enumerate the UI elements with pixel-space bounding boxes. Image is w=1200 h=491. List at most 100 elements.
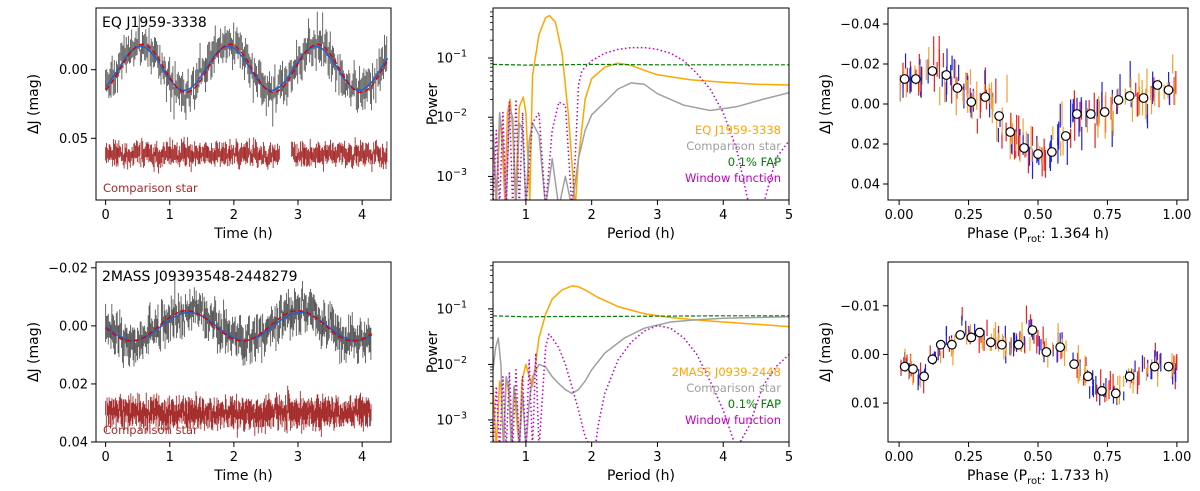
periodogram-series-1 <box>493 316 789 442</box>
binned-point <box>1099 107 1110 117</box>
x-tick-label: 4 <box>358 208 366 223</box>
binned-point <box>1152 80 1163 90</box>
axes-frame <box>492 7 790 201</box>
periodogram-panel-2mass-j0939: 1 2 3 4 5 10−3 10−2 10−1 Period (h) Power 2MASS J0… <box>425 261 793 484</box>
x-axis-label: Time (h) <box>213 226 273 242</box>
y-tick-label: 10−1 <box>436 49 467 67</box>
x-tick-label: 1 <box>166 450 174 465</box>
binned-point <box>927 354 938 365</box>
x-tick-label: 2 <box>230 208 238 223</box>
y-tick-label: 0.02 <box>59 377 88 392</box>
periodogram-series-0 <box>493 14 789 200</box>
x-tick-label: 3 <box>653 450 661 465</box>
plot-area <box>899 35 1177 179</box>
y-tick-label: 0.01 <box>851 397 880 412</box>
legend-entry-2: 0.1% FAP <box>728 155 781 169</box>
x-axis-label: Phase (Prot: 1.364 h) <box>967 226 1109 245</box>
fit-curve-red <box>105 310 373 342</box>
binned-point <box>952 83 963 93</box>
binned-point <box>1019 143 1030 153</box>
x-axis-label-subscript: rot <box>1027 234 1041 245</box>
binned-point <box>1138 93 1149 103</box>
binned-point <box>1124 91 1135 101</box>
x-tick-label: 0.00 <box>885 450 914 465</box>
y-tick-label: −0.04 <box>840 18 880 33</box>
plot-area <box>899 305 1178 406</box>
phase-panel-eq-j1959: 0.00 0.25 0.50 0.75 1.00 −0.04 −0.02 0.00 0.02 0.… <box>818 7 1191 245</box>
y-tick-label: 0.00 <box>851 98 880 113</box>
plot-area <box>105 277 373 438</box>
y-tick-exponent: −1 <box>453 49 467 60</box>
x-tick-label: 0.50 <box>1024 208 1053 223</box>
binned-point <box>910 74 921 84</box>
x-tick-label: 3 <box>294 450 302 465</box>
y-tick-label: 10−3 <box>436 410 467 428</box>
binned-point <box>946 339 957 350</box>
y-tick-label: 0.02 <box>851 138 880 153</box>
periodogram-series-1 <box>493 82 789 200</box>
comparison-star-label: Comparison star <box>103 423 198 437</box>
y-tick-exponent: −2 <box>453 355 467 366</box>
x-tick-label: 1 <box>166 208 174 223</box>
x-tick-label: 0.00 <box>885 208 914 223</box>
binned-point <box>1113 95 1124 105</box>
x-tick-label: 5 <box>785 450 793 465</box>
binned-point <box>1149 361 1160 372</box>
x-tick-label: 1 <box>522 208 530 223</box>
periodogram-series-2 <box>493 315 789 318</box>
plot-area <box>493 14 789 200</box>
legend-entry-3: Window function <box>685 413 781 427</box>
periodogram-series-2 <box>493 63 789 66</box>
light-curve-panel-eq-j1959: 0 1 2 3 4 0.00 0.05 Time (h) ΔJ (mag) EQ J1959-33… <box>26 7 392 242</box>
periodogram-series-3 <box>493 46 789 200</box>
plot-area <box>105 11 389 174</box>
binned-point <box>908 364 918 374</box>
binned-point <box>927 66 938 76</box>
x-tick-label: 4 <box>719 208 727 223</box>
x-tick-label: 4 <box>358 450 366 465</box>
binned-point <box>1069 359 1080 370</box>
x-tick-label: 0.75 <box>1093 208 1122 223</box>
y-tick-label: 0.04 <box>851 178 880 193</box>
y-tick-label: 10−1 <box>436 299 467 317</box>
y-tick-label: 0.00 <box>59 63 88 78</box>
comparison-star-label: Comparison star <box>103 181 198 195</box>
y-axis-label: ΔJ (mag) <box>818 74 834 134</box>
y-tick-exponent: −2 <box>453 108 467 119</box>
x-axis-label: Period (h) <box>607 468 675 484</box>
fit-curve-red <box>105 43 389 94</box>
binned-point <box>1041 347 1052 357</box>
y-tick-exponent: −3 <box>453 410 467 421</box>
x-tick-label: 1.00 <box>1162 450 1191 465</box>
legend-entry-1: Comparison star <box>686 381 781 395</box>
binned-point <box>1046 147 1057 157</box>
x-tick-label: 2 <box>588 450 596 465</box>
binned-point <box>994 111 1005 121</box>
binned-point <box>1083 371 1093 382</box>
binned-point <box>1163 85 1174 95</box>
binned-point <box>1163 361 1174 372</box>
binned-point <box>1033 149 1043 159</box>
plot-area <box>493 285 789 442</box>
x-axis-label: Phase (Prot: 1.733 h) <box>967 468 1109 487</box>
star-name-label: 2MASS J09393548-2448279 <box>102 269 298 285</box>
binned-point <box>985 337 996 348</box>
y-tick-label: 10−3 <box>436 167 467 185</box>
x-tick-label: 1 <box>522 450 530 465</box>
binned-point <box>935 339 946 350</box>
fit-curve-blue <box>105 311 373 342</box>
binned-point <box>966 332 977 343</box>
y-tick-exponent: −3 <box>453 167 467 178</box>
binned-point <box>974 327 985 338</box>
binned-point <box>899 361 910 372</box>
y-axis-label: Power <box>425 83 441 126</box>
binned-point <box>966 97 977 107</box>
x-axis-label-rest: : 1.733 h) <box>1041 468 1109 484</box>
binned-point <box>1013 339 1024 350</box>
x-axis-label-subscript: rot <box>1027 476 1041 487</box>
phase-panel-2mass-j0939: 0.00 0.25 0.50 0.75 1.00 −0.01 0.00 0.01 Phase (… <box>818 261 1191 487</box>
y-axis-label: ΔJ (mag) <box>818 322 834 382</box>
binned-point <box>996 339 1007 350</box>
x-tick-label: 2 <box>588 208 596 223</box>
